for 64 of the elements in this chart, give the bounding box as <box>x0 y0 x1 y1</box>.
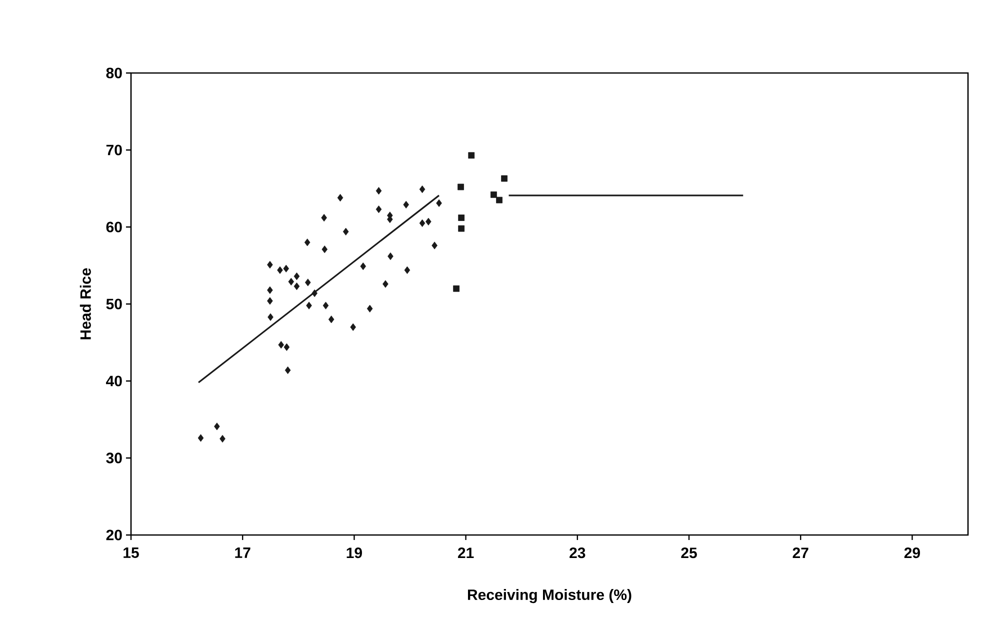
x-tick-label: 27 <box>792 548 808 558</box>
point <box>288 278 294 286</box>
point <box>376 205 382 214</box>
x-tick-label: 25 <box>681 548 697 558</box>
point <box>283 264 290 272</box>
x-tick-label: 15 <box>124 548 139 558</box>
point <box>376 187 382 195</box>
point <box>304 238 310 246</box>
point <box>432 242 438 250</box>
point <box>458 225 465 232</box>
point <box>322 302 329 310</box>
point <box>403 200 409 208</box>
point <box>453 285 460 292</box>
y-tick-label: 60 <box>106 222 122 232</box>
x-tick-label: 29 <box>904 548 920 558</box>
point <box>322 246 328 254</box>
point <box>278 341 284 349</box>
x-tick-label: 23 <box>570 548 586 558</box>
point <box>267 260 273 269</box>
point <box>294 282 300 290</box>
point <box>306 302 312 310</box>
point <box>268 313 274 321</box>
point <box>458 214 465 221</box>
point <box>426 218 432 226</box>
point <box>284 366 291 374</box>
point <box>312 289 318 298</box>
y-tick-label: 80 <box>106 68 122 78</box>
point <box>388 252 394 260</box>
x-tick-label: 19 <box>346 548 362 558</box>
point <box>458 184 464 190</box>
point <box>277 266 283 274</box>
x-axis-title: Receiving Moisture (%) <box>468 589 632 604</box>
point <box>404 266 410 274</box>
point <box>350 323 356 331</box>
point <box>214 422 220 430</box>
point <box>366 304 373 312</box>
y-tick-label: 50 <box>106 298 122 310</box>
point <box>337 194 344 202</box>
x-tick-label: 17 <box>235 548 250 558</box>
y-tick-label: 70 <box>106 144 122 156</box>
point <box>267 286 273 294</box>
y-axis-title: Head Rice <box>80 268 91 340</box>
point <box>294 272 300 280</box>
point <box>490 191 497 198</box>
point <box>501 175 508 182</box>
y-tick-label: 40 <box>106 376 122 386</box>
point <box>496 196 502 204</box>
x-tick-label: 21 <box>458 548 474 558</box>
point <box>304 278 311 286</box>
point <box>419 185 426 194</box>
point <box>436 199 442 207</box>
point <box>284 343 290 351</box>
point <box>360 262 366 270</box>
point <box>342 228 349 236</box>
point <box>419 219 426 227</box>
y-tick-label: 20 <box>106 530 122 540</box>
point <box>220 434 226 443</box>
point <box>328 316 334 324</box>
y-tick-label: 30 <box>106 452 122 464</box>
point <box>382 280 388 288</box>
point <box>321 214 327 222</box>
point <box>267 297 273 305</box>
point <box>468 152 475 159</box>
point <box>198 434 204 442</box>
